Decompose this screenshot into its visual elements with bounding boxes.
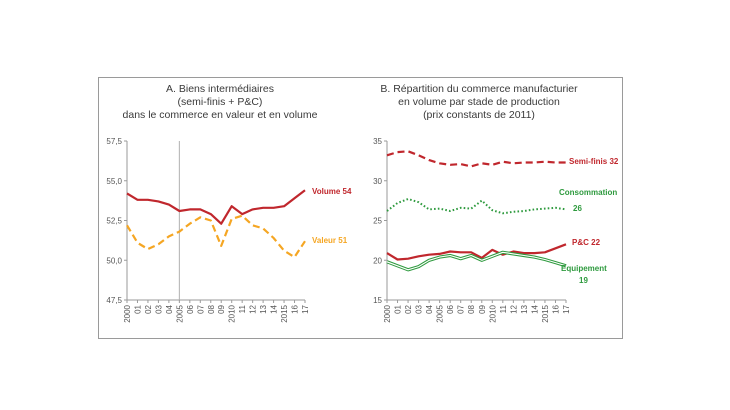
- chart-title-line: (semi-finis + P&C): [178, 96, 263, 108]
- series-label: 19: [579, 276, 588, 285]
- x-tick-label: 2005: [436, 304, 445, 322]
- x-tick-label: 06: [446, 304, 455, 313]
- x-tick-label: 01: [133, 304, 142, 313]
- series-label: Equipement: [561, 264, 607, 273]
- x-tick-label: 09: [478, 304, 487, 313]
- y-tick-label: 47,5: [106, 296, 122, 305]
- y-tick-label: 15: [373, 296, 382, 305]
- y-tick-label: 52,5: [106, 217, 122, 226]
- x-tick-label: 08: [467, 304, 476, 313]
- series-label: Volume 54: [312, 187, 352, 196]
- x-tick-label: 14: [530, 304, 539, 313]
- x-tick-label: 11: [499, 304, 508, 313]
- y-tick-label: 57,5: [106, 137, 122, 146]
- y-tick-label: 20: [373, 256, 382, 265]
- x-tick-label: 17: [562, 304, 571, 313]
- x-tick-label: 2010: [228, 304, 237, 322]
- x-tick-label: 2015: [541, 304, 550, 322]
- x-tick-label: 09: [217, 304, 226, 313]
- x-tick-label: 2015: [280, 304, 289, 322]
- x-tick-label: 03: [154, 304, 163, 313]
- x-tick-label: 02: [144, 304, 153, 313]
- x-tick-label: 2010: [488, 304, 497, 322]
- x-tick-label: 07: [457, 304, 466, 313]
- x-tick-label: 04: [425, 304, 434, 313]
- x-tick-label: 2005: [175, 304, 184, 322]
- series-line-valeur-51: [126, 214, 306, 259]
- x-tick-label: 17: [301, 304, 310, 313]
- chart-b: B. Répartition du commerce manufacturier…: [373, 83, 619, 323]
- y-tick-label: 55,0: [106, 177, 122, 186]
- x-tick-label: 14: [270, 304, 279, 313]
- chart-title-line: (prix constants de 2011): [423, 109, 535, 121]
- charts-canvas: A. Biens intermédiaires(semi-finis + P&C…: [106, 83, 619, 323]
- x-tick-label: 07: [196, 304, 205, 313]
- y-tick-label: 30: [373, 177, 382, 186]
- x-tick-label: 2000: [123, 304, 132, 322]
- chart-a: A. Biens intermédiaires(semi-finis + P&C…: [106, 83, 352, 323]
- series-label: P&C 22: [572, 238, 601, 247]
- x-tick-label: 11: [238, 304, 247, 313]
- series-line-consommation-26: [386, 198, 567, 215]
- chart-frame: A. Biens intermédiaires (semi-finis + P&C…: [98, 77, 623, 339]
- series-label: 26: [573, 204, 582, 213]
- chart-title-line: dans le commerce en valeur et en volume: [123, 109, 318, 121]
- series-line-equipement-19-inner: [386, 251, 567, 271]
- series-line-p-c-22: [386, 243, 567, 261]
- series-line-volume-54: [126, 189, 306, 225]
- x-tick-label: 02: [404, 304, 413, 313]
- y-tick-label: 25: [373, 217, 382, 226]
- y-tick-label: 50,0: [106, 256, 122, 265]
- chart-title-line: A. Biens intermédiaires: [166, 83, 274, 95]
- y-tick-label: 35: [373, 137, 382, 146]
- chart-title-line: B. Répartition du commerce manufacturier: [380, 83, 578, 95]
- series-label: Valeur 51: [312, 236, 348, 245]
- x-tick-label: 16: [291, 304, 300, 313]
- x-tick-label: 13: [259, 304, 268, 313]
- series-line-semi-finis-32: [386, 150, 566, 168]
- x-tick-label: 16: [551, 304, 560, 313]
- x-tick-label: 04: [165, 304, 174, 313]
- chart-title-line: en volume par stade de production: [398, 96, 560, 108]
- x-tick-label: 06: [186, 304, 195, 313]
- x-tick-label: 13: [520, 304, 529, 313]
- x-tick-label: 12: [249, 304, 258, 313]
- x-tick-label: 08: [207, 304, 216, 313]
- x-tick-label: 2000: [383, 304, 392, 322]
- x-tick-label: 12: [509, 304, 518, 313]
- series-label: Semi-finis 32: [569, 157, 619, 166]
- series-label: Consommation: [559, 188, 617, 197]
- x-tick-label: 01: [394, 304, 403, 313]
- x-tick-label: 03: [415, 304, 424, 313]
